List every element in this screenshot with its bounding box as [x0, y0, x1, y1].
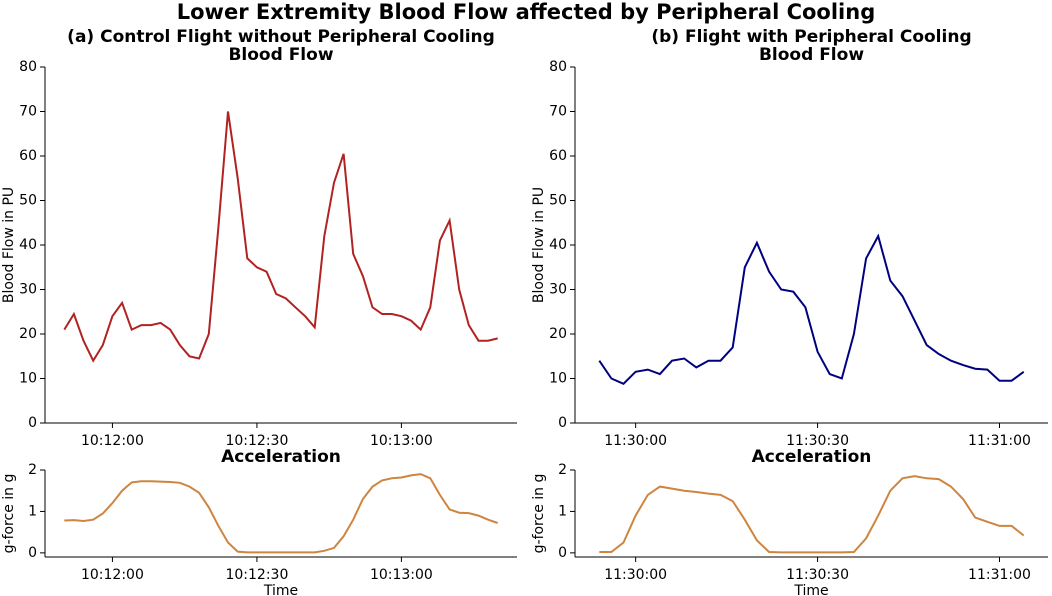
y-tick-label: 20 — [19, 326, 37, 342]
y-tick-label: 0 — [558, 545, 567, 561]
y-tick-label: 0 — [558, 415, 567, 431]
x-tick-label: 11:31:00 — [968, 433, 1031, 449]
data-line — [598, 233, 1025, 385]
y-tick-label: 10 — [19, 371, 37, 387]
chart-title: Acceleration — [221, 447, 341, 467]
y-axis-label: g-force in g — [531, 474, 547, 554]
y-tick-label: 0 — [28, 415, 37, 431]
x-tick-label: 10:12:00 — [81, 567, 144, 583]
y-tick-label: 30 — [549, 282, 567, 298]
figure-title: Lower Extremity Blood Flow affected by P… — [177, 0, 875, 24]
x-tick-label: 10:12:00 — [81, 433, 144, 449]
y-tick-label: 80 — [19, 59, 37, 75]
x-tick-label: 11:31:00 — [968, 567, 1031, 583]
x-tick-label: 11:30:00 — [604, 433, 667, 449]
data-line — [64, 473, 499, 554]
chart-title: Acceleration — [752, 447, 872, 467]
chart-subtitle: Blood Flow — [759, 45, 864, 65]
x-tick-label: 11:30:30 — [786, 433, 849, 449]
data-line — [599, 475, 1025, 554]
x-tick-label: 11:30:30 — [786, 567, 849, 583]
y-tick-label: 60 — [19, 148, 37, 164]
y-tick-label: 20 — [549, 326, 567, 342]
y-tick-label: 80 — [549, 59, 567, 75]
chart-title: (b) Flight with Peripheral Cooling — [651, 27, 971, 47]
y-tick-label: 2 — [558, 462, 567, 478]
y-tick-label: 10 — [549, 371, 567, 387]
y-tick-label: 70 — [549, 104, 567, 120]
y-tick-label: 0 — [28, 545, 37, 561]
y-tick-label: 1 — [28, 503, 37, 519]
x-axis-label: Time — [793, 583, 828, 596]
y-axis-label: Blood Flow in PU — [531, 187, 547, 303]
x-tick-label: 11:30:00 — [604, 567, 667, 583]
y-tick-label: 40 — [19, 237, 37, 253]
y-tick-label: 50 — [549, 193, 567, 209]
x-tick-label: 10:13:00 — [370, 433, 433, 449]
chart-title: (a) Control Flight without Peripheral Co… — [67, 27, 495, 47]
y-tick-label: 2 — [28, 462, 37, 478]
x-tick-label: 10:13:00 — [370, 567, 433, 583]
y-tick-label: 60 — [549, 148, 567, 164]
chart-subtitle: Blood Flow — [228, 45, 333, 65]
y-tick-label: 30 — [19, 282, 37, 298]
x-axis-label: Time — [263, 583, 298, 596]
y-tick-label: 70 — [19, 104, 37, 120]
y-tick-label: 40 — [549, 237, 567, 253]
y-axis-label: g-force in g — [1, 474, 17, 554]
x-tick-label: 10:12:30 — [225, 433, 288, 449]
y-tick-label: 50 — [19, 193, 37, 209]
data-line — [63, 111, 498, 363]
y-tick-label: 1 — [558, 503, 567, 519]
x-tick-label: 10:12:30 — [225, 567, 288, 583]
y-axis-label: Blood Flow in PU — [1, 187, 17, 303]
